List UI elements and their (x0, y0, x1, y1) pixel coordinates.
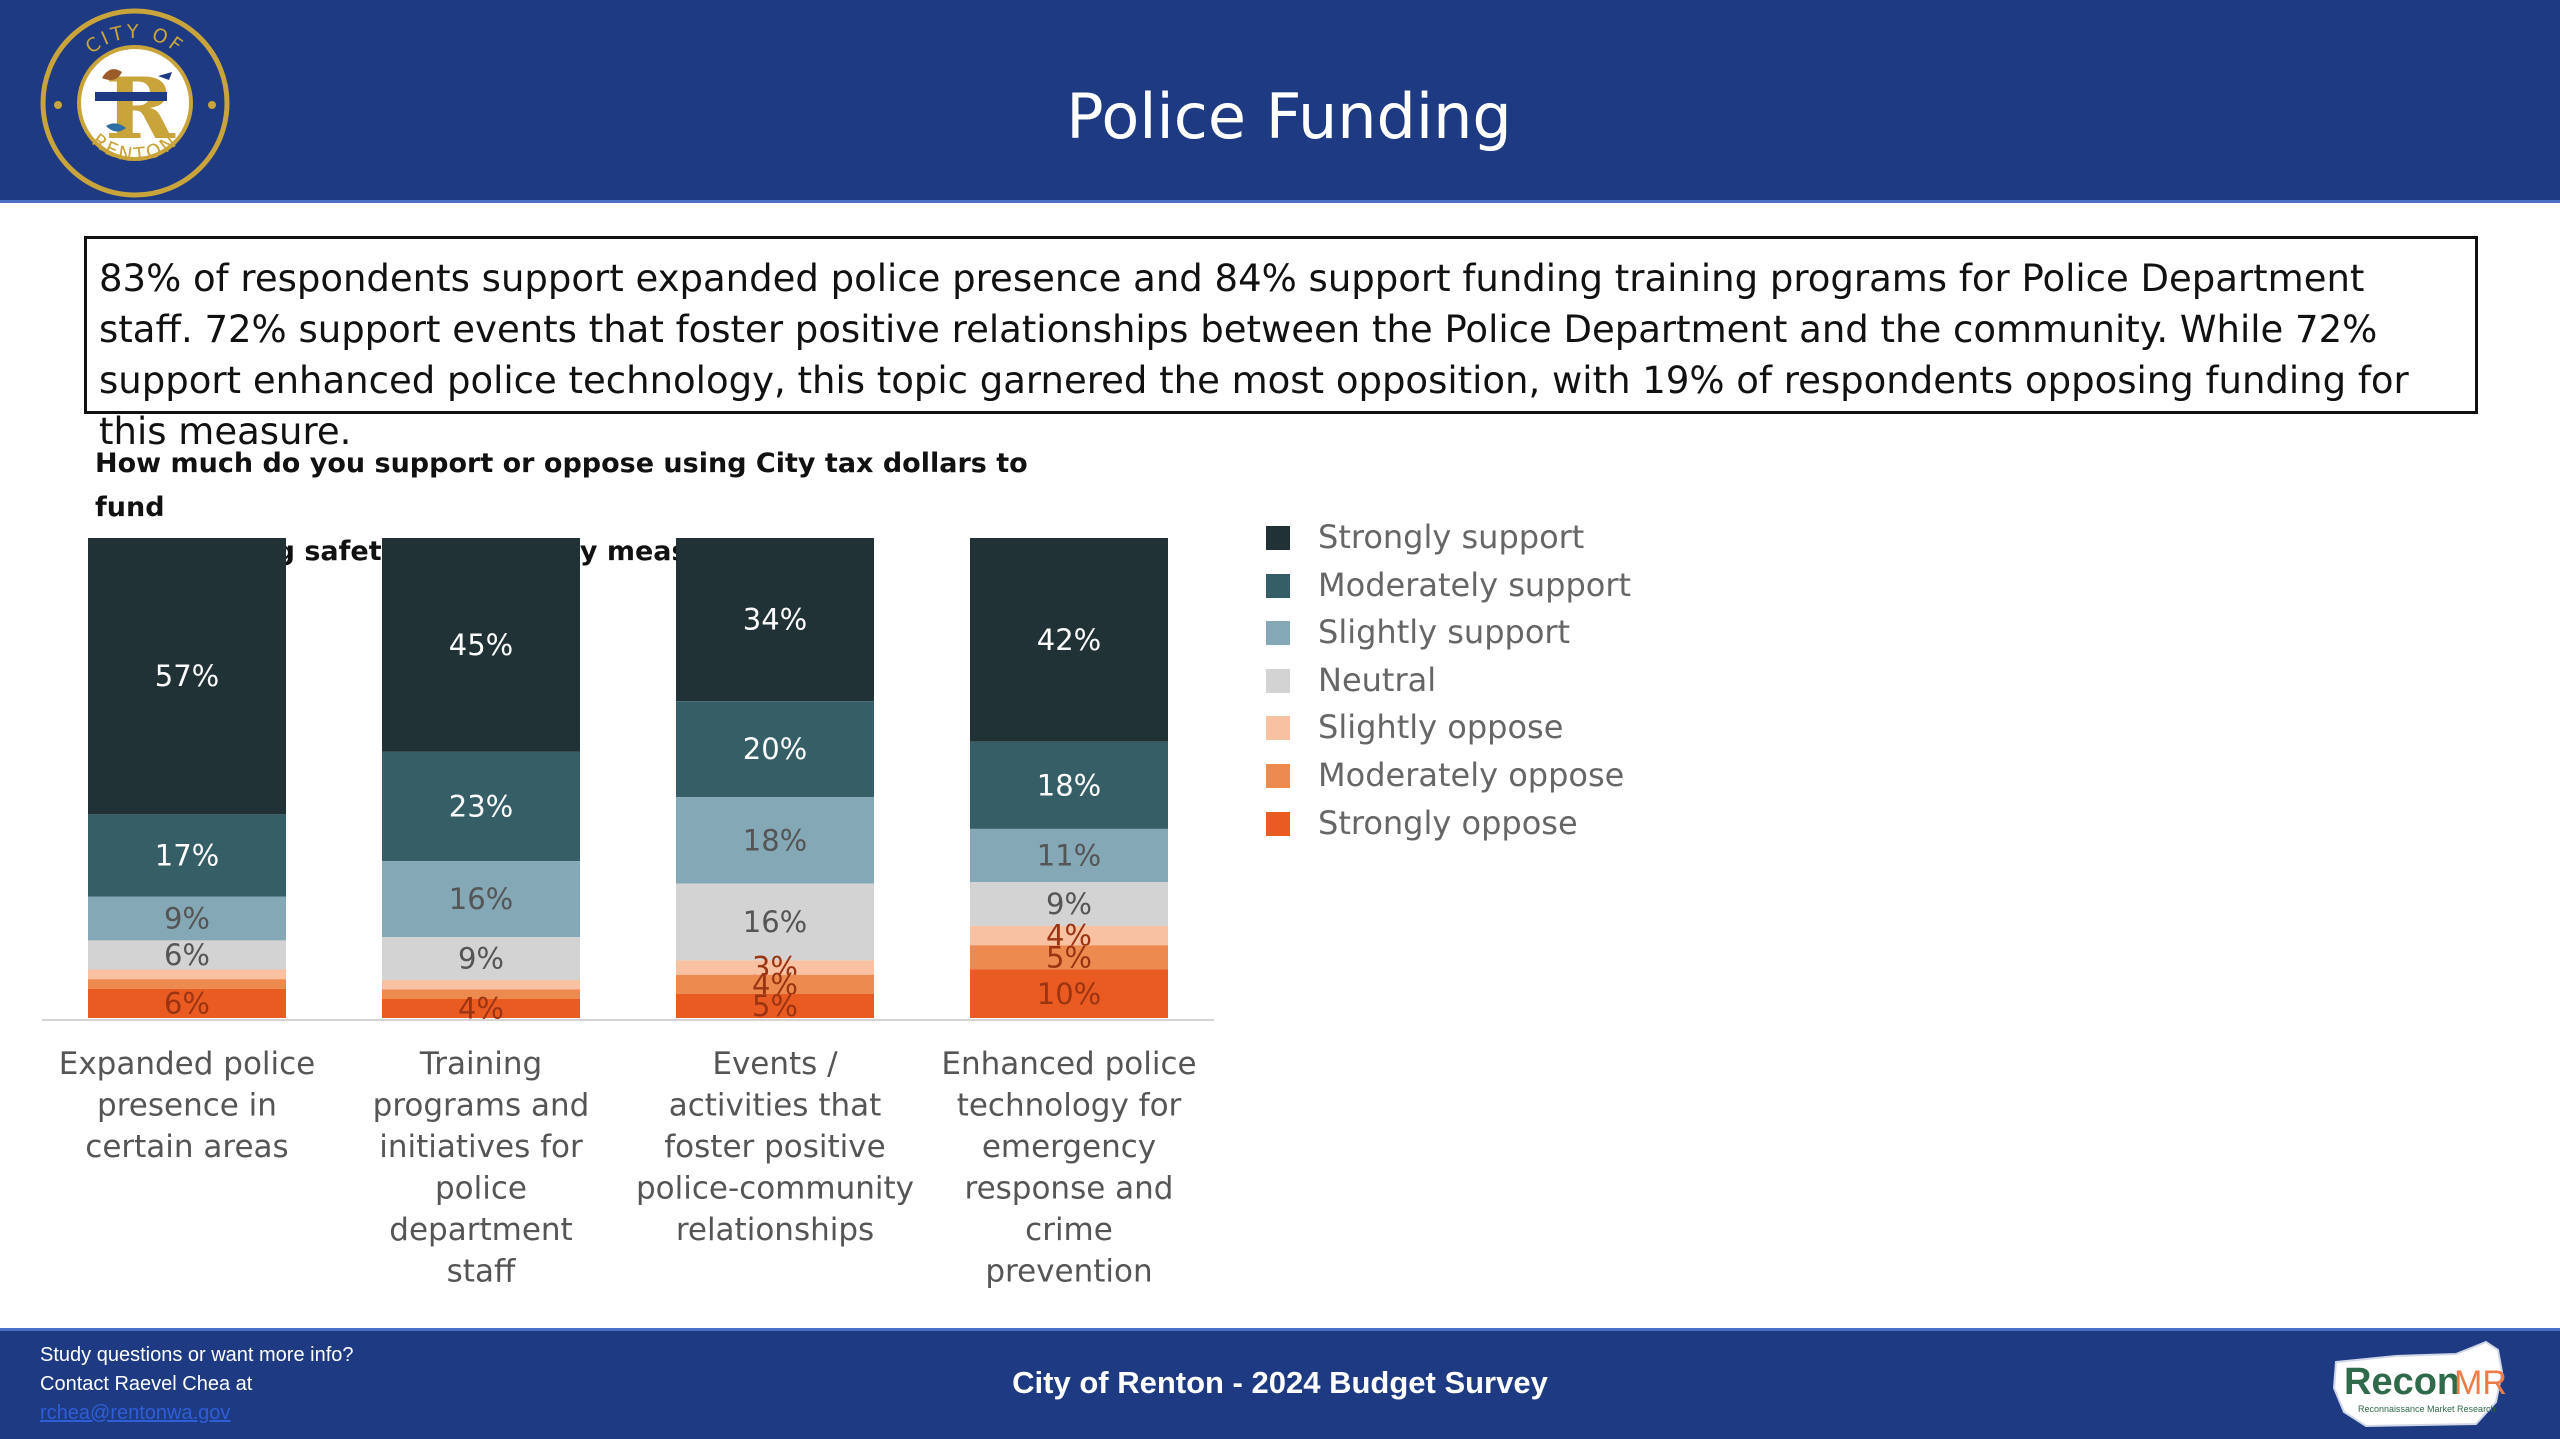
question-line: How much do you support or oppose using … (95, 448, 1028, 523)
bar-segment (382, 751, 580, 862)
bar-segment (382, 861, 580, 938)
data-label: 10% (1037, 977, 1101, 1011)
bar-segment (676, 538, 874, 702)
data-label: 17% (155, 839, 219, 873)
category-label: Expanded police (59, 1046, 316, 1082)
brand-name: Recon (2344, 1361, 2460, 1403)
footer-contact: Study questions or want more info? Conta… (40, 1341, 354, 1428)
contact-question: Study questions or want more info? (40, 1344, 354, 1366)
data-label: 5% (752, 989, 798, 1023)
brand-suffix: MR (2454, 1364, 2507, 1402)
category-label: initiatives for (379, 1129, 583, 1165)
data-label: 9% (1046, 887, 1092, 921)
category-label: staff (447, 1254, 516, 1290)
bar-segment (88, 988, 286, 1018)
bar-segment (88, 538, 286, 815)
legend-swatch (1266, 668, 1290, 693)
legend-label: Moderately support (1318, 565, 1632, 604)
contact-email-link[interactable]: rchea@rentonwa.gov (40, 1402, 231, 1424)
category-label: police (435, 1171, 527, 1207)
category-label: relationships (676, 1212, 874, 1248)
legend-swatch (1266, 573, 1290, 598)
category-label: emergency (982, 1129, 1156, 1165)
data-label: 23% (449, 790, 513, 824)
category-label: crime (1025, 1212, 1113, 1248)
bar-segment (970, 925, 1168, 946)
legend-swatch (1266, 811, 1290, 836)
data-label: 57% (155, 659, 219, 693)
data-label: 45% (449, 628, 513, 662)
bar-segment (88, 969, 286, 980)
data-label: 18% (1037, 768, 1101, 802)
category-label: response and (965, 1171, 1174, 1207)
reconmr-logo: Recon MR Reconnaissance Market Research (2332, 1340, 2507, 1428)
brand-tagline: Reconnaissance Market Research (2358, 1404, 2496, 1414)
data-label: 34% (743, 603, 807, 637)
header-bar: CITY OF RENTON R Police Funding (0, 0, 2560, 203)
bar-segment (676, 797, 874, 884)
footer-title: City of Renton - 2024 Budget Survey (1012, 1365, 1548, 1400)
bar-segment (676, 974, 874, 994)
data-label: 11% (1037, 839, 1101, 873)
data-label: 6% (164, 938, 210, 972)
summary-text: 83% of respondents support expanded poli… (84, 236, 2478, 453)
category-label: programs and (373, 1088, 590, 1124)
bar-segment (970, 538, 1168, 742)
data-label: 6% (164, 986, 210, 1020)
bar-segment (88, 896, 286, 941)
data-label: 20% (743, 732, 807, 766)
legend-label: Strongly support (1318, 518, 1585, 556)
city-seal-logo: CITY OF RENTON R (40, 8, 230, 198)
category-label: foster positive (664, 1129, 885, 1165)
data-label: 16% (449, 882, 513, 916)
legend-label: Slightly support (1318, 613, 1571, 652)
category-label: activities that (669, 1088, 882, 1124)
bar-segment (970, 945, 1168, 970)
data-label: 9% (458, 942, 504, 976)
bar-segment (676, 994, 874, 1018)
category-label: presence in (97, 1088, 277, 1124)
data-label: 5% (1046, 940, 1092, 974)
legend-swatch (1266, 716, 1290, 741)
legend-swatch (1266, 763, 1290, 788)
legend-label: Strongly oppose (1318, 803, 1578, 842)
category-label: department (389, 1212, 572, 1248)
legend-label: Moderately oppose (1318, 755, 1625, 794)
category-label: prevention (985, 1254, 1152, 1290)
data-label: 42% (1037, 623, 1101, 657)
bar-segment (88, 979, 286, 989)
footer-bar: Study questions or want more info? Conta… (0, 1328, 2560, 1439)
bar-segment (676, 883, 874, 961)
bar-segment (382, 538, 580, 752)
bar-segment (676, 701, 874, 798)
legend-swatch (1266, 526, 1290, 550)
bar-segment (382, 989, 580, 999)
bar-segment (970, 828, 1168, 883)
legend-label: Slightly oppose (1318, 708, 1564, 747)
category-label: technology for (957, 1088, 1182, 1124)
bar-segment (676, 960, 874, 975)
data-label: 9% (164, 902, 210, 936)
bar-segment (88, 940, 286, 970)
bar-segment (970, 741, 1168, 829)
page-title: Police Funding (1066, 80, 1512, 153)
data-label: 18% (743, 823, 807, 857)
bar-segment (382, 979, 580, 990)
bar-segment (382, 937, 580, 980)
category-label: certain areas (85, 1129, 288, 1165)
legend-label: Neutral (1318, 660, 1437, 699)
category-label: Training (419, 1046, 542, 1082)
legend-swatch (1266, 621, 1290, 646)
category-label: police-community (636, 1171, 914, 1207)
bar-segment (970, 969, 1168, 1018)
category-label: Events / (712, 1046, 838, 1082)
bar-segment (382, 998, 580, 1018)
bar-segment (970, 882, 1168, 926)
data-label: 16% (743, 905, 807, 939)
contact-name: Contact Raevel Chea at (40, 1373, 253, 1395)
category-label: Enhanced police (941, 1046, 1196, 1082)
bar-segment (88, 814, 286, 897)
